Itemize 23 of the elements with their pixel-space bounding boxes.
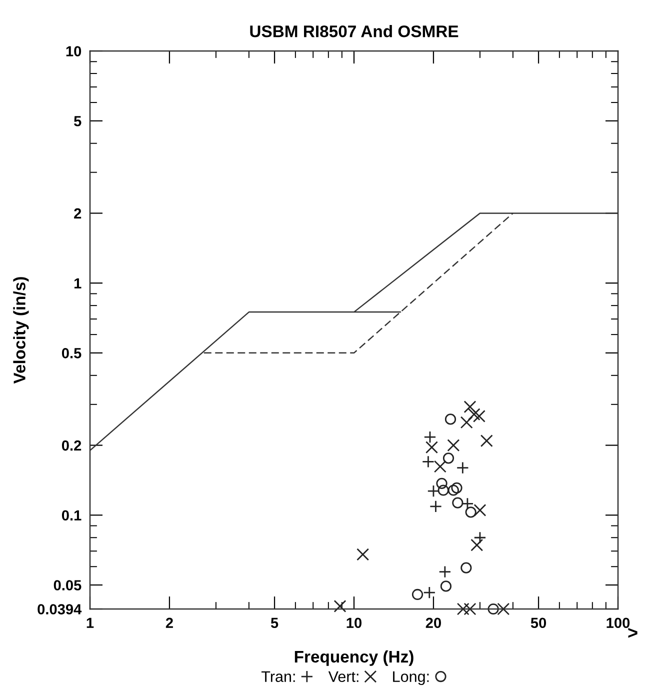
text: > [628,628,638,638]
y-tick-label: 0.5 [62,348,82,358]
x-axis-title: Frequency (Hz) [294,650,414,666]
x-tick-label: 50 [530,618,546,628]
y-tick-label: 2 [74,208,82,218]
y-tick-label: 10 [66,46,82,56]
x-tick-label: 20 [426,618,441,628]
y-tick-label: 0.0394 [38,604,82,614]
y-tick-label: 5 [74,116,82,126]
y-axis-title: Velocity (in/s) [13,277,29,384]
y-tick-label: 0.05 [54,580,82,590]
x-tick-label: 5 [270,618,278,628]
y-tick-label: 1 [74,278,82,288]
legend-label: Long: [393,671,429,686]
x-tick-label: 10 [346,618,362,628]
y-tick-label: 0.1 [62,510,82,521]
x-tick-label: 1 [86,618,94,628]
x-tick-label: 100 [606,618,630,628]
legend-label: Tran: [261,671,295,682]
x-tick-label: 2 [166,618,173,628]
y-tick-label: 0.2 [62,440,82,451]
chart-title: USBM RI8507 And OSMRE [250,25,458,38]
legend-label: Vert: [328,671,358,682]
